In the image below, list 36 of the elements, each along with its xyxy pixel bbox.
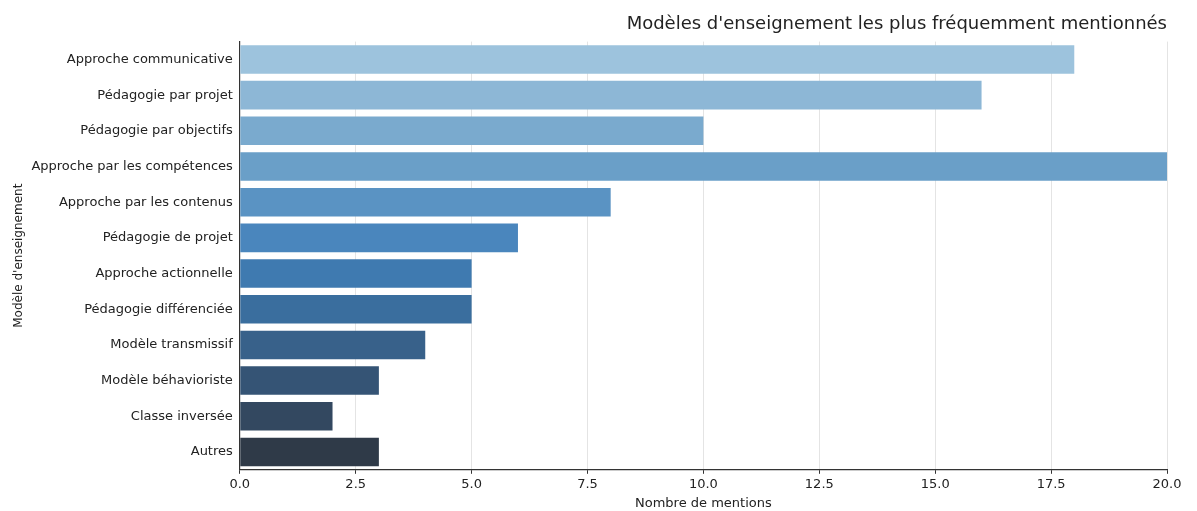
x-tick-label: 2.5	[345, 475, 367, 491]
bar	[240, 330, 426, 360]
y-tick-label: Classe inversée	[130, 407, 233, 423]
y-tick-label: Pédagogie par objectifs	[80, 122, 234, 138]
bar	[240, 223, 518, 253]
y-tick-label: Approche communicative	[66, 50, 233, 66]
x-tick-label: 7.5	[577, 475, 598, 491]
y-tick-label: Approche par les compétences	[31, 157, 234, 173]
x-tick-label: 5.0	[461, 475, 482, 491]
bar	[240, 402, 333, 431]
y-axis-title: Modèle d'enseignement	[11, 183, 26, 328]
bar	[240, 259, 472, 288]
x-tick-label: 12.5	[804, 475, 834, 491]
bar	[240, 116, 704, 146]
y-tick-label: Modèle transmissif	[110, 336, 234, 352]
bar	[240, 294, 472, 324]
x-tick-label: 15.0	[920, 475, 950, 491]
chart-title: Modèles d'enseignement les plus fréquemment mentionnés	[626, 12, 1167, 34]
bar	[240, 187, 611, 217]
x-tick-label: 17.5	[1036, 475, 1066, 491]
bar	[240, 437, 379, 467]
x-axis-title: Nombre de mentions	[635, 494, 772, 510]
x-tick-label: 20.0	[1152, 475, 1182, 491]
x-tick-label: 10.0	[688, 475, 718, 491]
bar	[240, 80, 982, 110]
bar	[240, 45, 1075, 74]
y-tick-label: Approche par les contenus	[58, 193, 234, 209]
y-tick-label: Approche actionnelle	[95, 264, 233, 280]
y-tick-label: Pédagogie différenciée	[84, 300, 233, 316]
bar	[240, 152, 1167, 181]
bar	[240, 366, 379, 395]
y-tick-label: Pédagogie de projet	[102, 229, 233, 245]
y-tick-label: Autres	[190, 443, 234, 459]
y-tick-label: Pédagogie par projet	[97, 86, 233, 102]
y-tick-label: Modèle béhavioriste	[101, 371, 233, 387]
x-tick-label: 0.0	[229, 475, 251, 491]
